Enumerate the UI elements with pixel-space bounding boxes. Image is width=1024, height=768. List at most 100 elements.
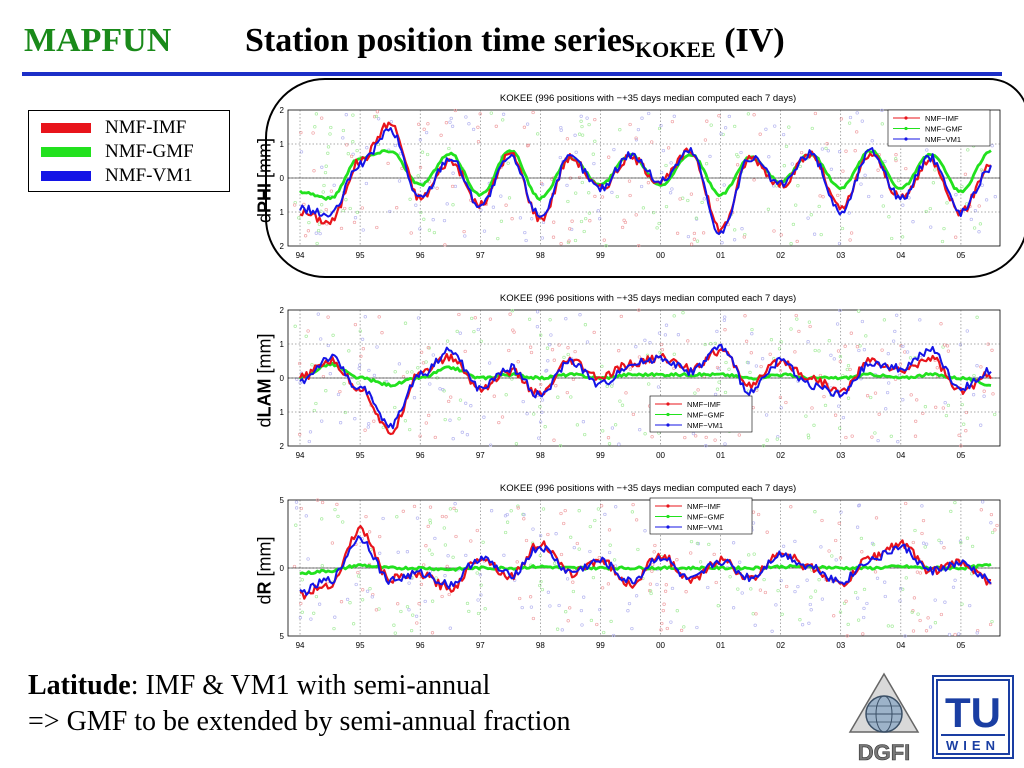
raw-point (750, 327, 754, 332)
slide-legend: NMF-IMF NMF-GMF NMF-VM1 (28, 110, 230, 192)
raw-point (329, 125, 333, 130)
chart-legend-marker (666, 504, 670, 508)
raw-point (522, 513, 526, 517)
raw-point (577, 547, 581, 551)
raw-point (834, 538, 838, 543)
raw-point (668, 191, 673, 195)
raw-point (353, 417, 357, 421)
raw-point (593, 117, 597, 122)
legend-label-imf: NMF-IMF (105, 117, 187, 138)
raw-point (294, 506, 299, 510)
raw-point (430, 599, 435, 603)
raw-point (476, 140, 481, 144)
raw-point (969, 217, 973, 222)
raw-point (584, 216, 588, 221)
raw-point (915, 398, 919, 402)
raw-point (449, 395, 453, 399)
raw-point (939, 612, 944, 617)
x-tick-label: 94 (296, 451, 305, 460)
raw-point (916, 612, 920, 616)
raw-point (565, 577, 570, 581)
raw-point (827, 339, 831, 343)
y-tick-label: 0 (280, 564, 285, 573)
raw-point (365, 146, 369, 150)
raw-point (683, 435, 687, 440)
raw-point (774, 603, 778, 607)
raw-point (838, 308, 842, 313)
raw-point (912, 596, 917, 600)
raw-point (641, 206, 646, 210)
raw-point (656, 385, 661, 389)
raw-point (368, 587, 372, 591)
raw-point (396, 550, 400, 554)
x-tick-label: 04 (896, 251, 905, 260)
raw-point (810, 126, 814, 131)
raw-point (546, 359, 550, 363)
raw-point (469, 404, 473, 408)
raw-point (797, 329, 801, 334)
raw-point (442, 389, 446, 393)
raw-point (427, 413, 431, 418)
raw-point (322, 183, 326, 188)
raw-point (840, 226, 845, 231)
raw-point (945, 201, 949, 205)
raw-point (566, 199, 570, 204)
raw-point (951, 585, 956, 589)
raw-point (425, 152, 430, 157)
raw-point (647, 111, 651, 116)
raw-point (351, 113, 355, 117)
raw-point (451, 171, 455, 175)
raw-point (336, 514, 340, 519)
raw-point (580, 180, 584, 185)
raw-point (451, 555, 455, 559)
raw-point (749, 587, 753, 591)
raw-point (995, 523, 999, 528)
raw-point (913, 434, 918, 438)
raw-point (572, 545, 576, 550)
raw-point (770, 629, 774, 633)
raw-point (882, 318, 887, 322)
legend-item-vm1: NMF-VM1 (41, 165, 193, 187)
raw-point (643, 338, 647, 342)
raw-point (865, 601, 869, 606)
raw-point (408, 427, 412, 432)
raw-point (895, 313, 899, 317)
raw-point (672, 314, 676, 318)
raw-point (862, 606, 866, 611)
raw-point (320, 419, 324, 423)
raw-point (743, 314, 747, 318)
raw-point (381, 516, 385, 521)
x-tick-label: 02 (776, 251, 785, 260)
raw-point (427, 548, 432, 552)
raw-point (514, 442, 519, 446)
raw-point (664, 583, 668, 587)
raw-point (819, 232, 823, 237)
raw-point (979, 508, 983, 512)
raw-point (675, 231, 680, 235)
raw-point (960, 602, 964, 606)
raw-point (627, 601, 632, 606)
raw-point (365, 589, 370, 593)
tu-wien-logo: TU WIEN (932, 675, 1014, 759)
raw-point (855, 345, 860, 349)
raw-point (552, 220, 556, 224)
raw-point (562, 355, 566, 360)
y-tick-label: 0 (280, 374, 285, 383)
raw-point (793, 589, 797, 594)
raw-point (377, 315, 381, 319)
raw-point (569, 395, 573, 399)
raw-point (412, 396, 417, 400)
raw-point (479, 208, 483, 212)
raw-point (579, 219, 584, 224)
raw-point (308, 430, 313, 434)
raw-point (331, 333, 335, 337)
raw-point (419, 210, 423, 215)
raw-point (587, 122, 591, 127)
raw-point (900, 235, 905, 239)
raw-point (364, 181, 369, 186)
raw-point (678, 197, 682, 201)
raw-point (893, 329, 897, 334)
raw-point (339, 600, 344, 604)
raw-point (989, 521, 993, 525)
raw-point (630, 510, 635, 514)
